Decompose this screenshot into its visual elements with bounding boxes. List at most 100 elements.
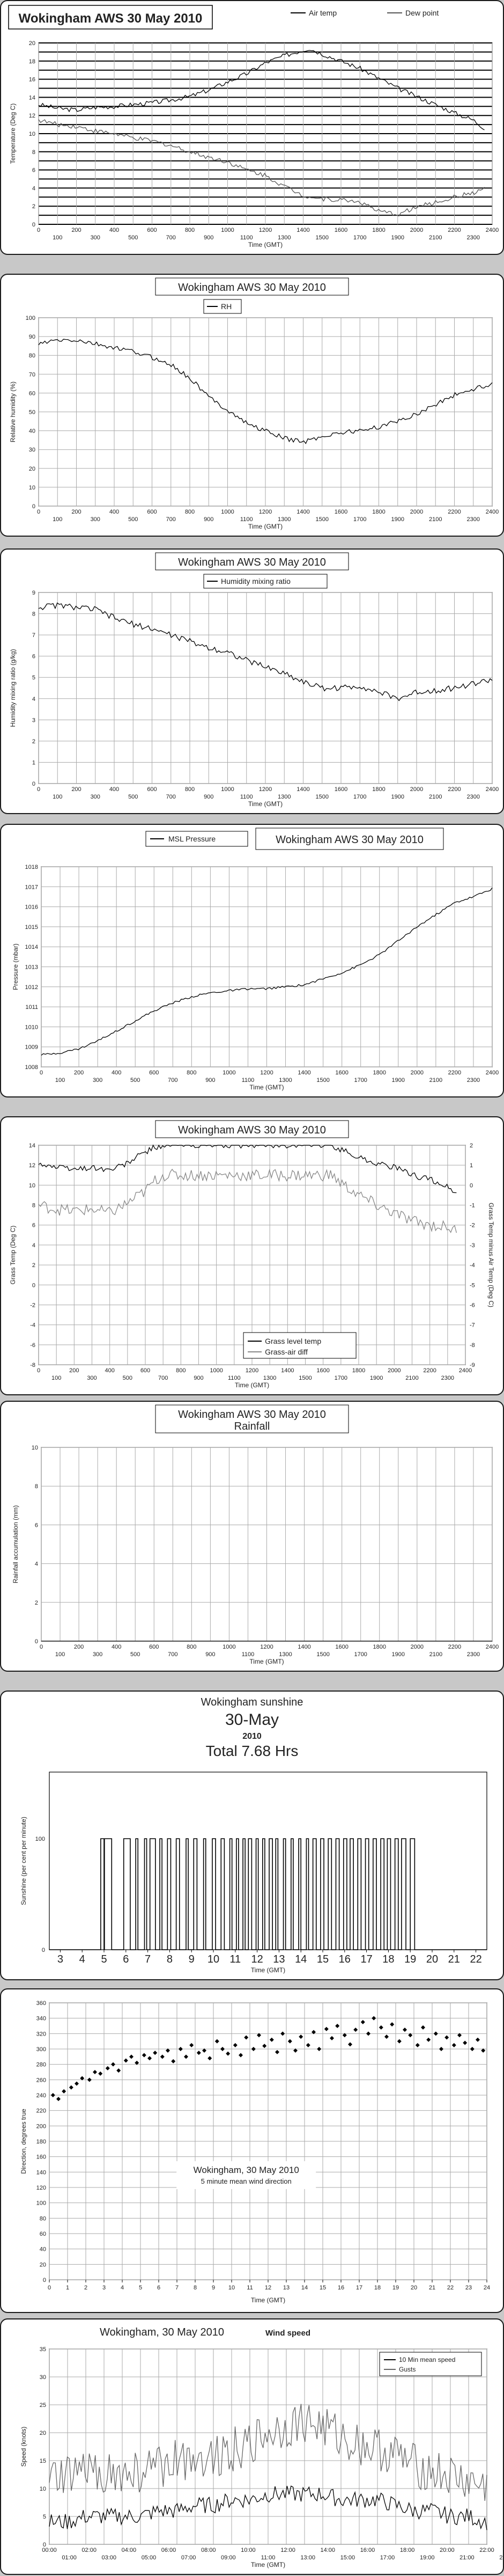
c8-point — [299, 2035, 303, 2039]
c3-xtick-label: 2400 — [486, 786, 499, 793]
c9-ytick-label: 30 — [40, 2374, 46, 2381]
c8-point — [196, 2051, 201, 2055]
c5-xtick-label: 200 — [69, 1367, 79, 1374]
c6-xtick-label: 800 — [187, 1644, 196, 1650]
c8-point — [476, 2037, 480, 2042]
c5-ytick-label: 4 — [32, 1242, 35, 1249]
c7-xtick-label: 7 — [145, 1953, 151, 1965]
c8-point — [111, 2062, 115, 2067]
c8-xtick-label: 23 — [465, 2285, 472, 2291]
c8-title: Wokingham, 30 May 2010 — [194, 2165, 299, 2175]
c5-x-axis-label: Time (GMT) — [235, 1381, 269, 1389]
c5-xtick-label: 1500 — [299, 1375, 312, 1381]
chart-panel-3: 0 1 2 3 4 5 6 7 8 9 0 200 400 600 800 1000 1200 1400 1600 1… — [0, 548, 504, 814]
c4-xtick-label: 0 — [40, 1070, 43, 1076]
c2-xtick-label: 100 — [53, 516, 62, 523]
c7-xtick-label: 17 — [360, 1953, 372, 1965]
c8-xtick-label: 18 — [374, 2285, 381, 2291]
c1-ytick-label: 4 — [32, 185, 35, 192]
c9-legend-label: 10 Min mean speed — [399, 2356, 455, 2363]
c9-xtick-label: 22:00 — [479, 2547, 494, 2553]
c8-xtick-label: 10 — [228, 2285, 235, 2291]
c8-point — [160, 2054, 165, 2059]
c4-ytick-label: 1009 — [25, 1044, 38, 1051]
c4-xtick-label: 2200 — [448, 1070, 461, 1076]
c6-xtick-label: 1500 — [316, 1651, 329, 1658]
c2-xtick-label: 2000 — [410, 509, 423, 515]
c2-xtick-label: 400 — [109, 509, 119, 515]
c2-xtick-label: 2100 — [429, 516, 442, 523]
c5-ytick-label: 10 — [29, 1182, 35, 1189]
c9-xtick-label: 09:00 — [221, 2555, 236, 2561]
c3-title: Wokingham AWS 30 May 2010 — [178, 557, 326, 568]
c1-xtick-label: 300 — [91, 235, 100, 241]
c8-point — [189, 2043, 194, 2047]
c1-xtick-label: 800 — [185, 227, 195, 233]
c4-ytick-label: 1012 — [25, 984, 38, 991]
c5-ytick-label: -8 — [30, 1362, 35, 1368]
c1-y-axis-label: Temperature (Deg C) — [9, 104, 17, 164]
c1-xtick-label: 1200 — [259, 227, 272, 233]
c3-legend-label: Humidity mixing ratio — [221, 577, 291, 586]
c4-xtick-label: 1600 — [335, 1070, 348, 1076]
c4-xtick-label: 500 — [130, 1077, 140, 1084]
c5-y2tick-label: 0 — [470, 1182, 473, 1189]
c2-xtick-label: 600 — [147, 509, 157, 515]
c6-ytick-label: 10 — [32, 1445, 38, 1451]
c8-point — [439, 2047, 443, 2051]
c9-ytick-label: 15 — [40, 2458, 46, 2464]
c7-date: 30-May — [225, 1711, 279, 1729]
c9-series-1 — [49, 2485, 487, 2530]
c4-ytick-label: 1013 — [25, 964, 38, 971]
c8-point — [87, 2077, 92, 2082]
c8-xtick-label: 20 — [411, 2285, 417, 2291]
c8-point — [335, 2024, 340, 2028]
c8-point — [384, 2035, 389, 2039]
c5-xtick-label: 1800 — [352, 1367, 365, 1374]
c8-xtick-label: 0 — [48, 2285, 51, 2291]
c5-y2tick-label: -8 — [470, 1342, 475, 1349]
c5-xtick-label: 900 — [194, 1375, 203, 1381]
c6-xtick-label: 300 — [93, 1651, 102, 1658]
c3-ytick-label: 7 — [32, 632, 35, 639]
c5-y2tick-label: 2 — [470, 1143, 473, 1149]
c5-ytick-label: -6 — [30, 1342, 35, 1349]
c9-x-axis-label: Time (GMT) — [251, 2561, 285, 2568]
c8-title-box — [176, 2161, 316, 2190]
c7-xtick-label: 9 — [189, 1953, 195, 1965]
c7-xtick-label: 6 — [123, 1953, 129, 1965]
c8-point — [93, 2070, 97, 2074]
c3-xtick-label: 2300 — [467, 794, 480, 800]
c8-point — [233, 2043, 238, 2047]
c4-xtick-label: 1100 — [242, 1077, 255, 1084]
c3-xtick-label: 1400 — [297, 786, 309, 793]
c1-xtick-label: 1000 — [221, 227, 234, 233]
c1-title-box — [8, 5, 213, 30]
c7-total: Total 7.68 Hrs — [206, 1743, 299, 1759]
c8-point — [214, 2039, 219, 2044]
c6-xtick-label: 1400 — [298, 1644, 310, 1650]
c7-plot-area — [49, 1772, 487, 1950]
c6-xtick-label: 900 — [205, 1651, 215, 1658]
c5-ytick-label: 2 — [32, 1262, 35, 1269]
c1-xtick-label: 700 — [166, 235, 176, 241]
c1-series-1 — [38, 50, 485, 130]
c9-xtick-label: 05:00 — [142, 2555, 157, 2561]
c9-xtick-label: 15:00 — [340, 2555, 355, 2561]
c5-y2tick-label: -1 — [470, 1203, 475, 1209]
chart-panel-5: -8 -6 -4 -2 0 2 4 6 8 10 12 14 0 200 400 600 800 1000 1200… — [0, 1116, 504, 1395]
c4-xtick-label: 700 — [168, 1077, 177, 1084]
c4-xtick-label: 2100 — [429, 1077, 442, 1084]
c8-ytick-label: 240 — [36, 2092, 46, 2099]
c4-xtick-label: 1300 — [279, 1077, 292, 1084]
c2-xtick-label: 1200 — [259, 509, 272, 515]
c6-ytick-label: 8 — [35, 1483, 38, 1490]
c6-xtick-label: 400 — [112, 1644, 121, 1650]
c7-year: 2010 — [242, 1732, 262, 1741]
c9-xtick-label: 02:00 — [81, 2547, 97, 2553]
c8-point — [269, 2037, 274, 2042]
c5-title-box — [155, 1120, 349, 1138]
c5-xtick-label: 1200 — [246, 1367, 258, 1374]
c1-ytick-label: 18 — [29, 58, 35, 65]
